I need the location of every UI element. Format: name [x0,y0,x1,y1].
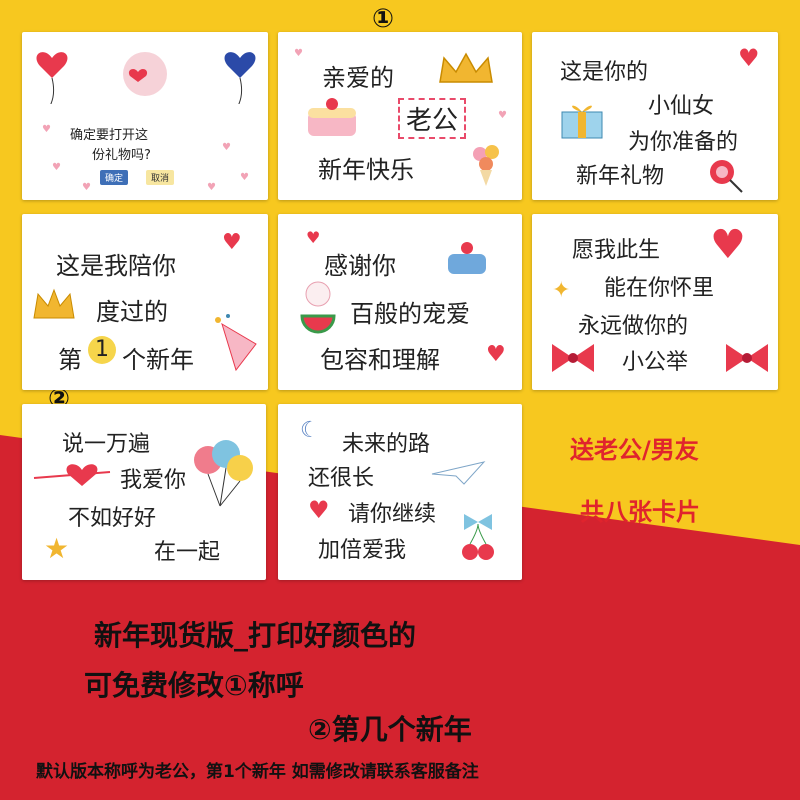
promo-line-1: 新年现货版_打印好颜色的 [94,619,417,652]
card8-line4: 加倍爱我 [318,538,407,563]
card3-line4: 新年礼物 [576,164,665,189]
card5-line3: 包容和理解 [320,346,440,374]
heart-icon: ♥ [306,228,321,247]
heart-icon: ♥ [42,124,51,135]
promo-line-3: ②第几个新年 [308,713,472,746]
card4-line4: 个新年 [122,346,194,374]
card6-line3: 永远做你的 [578,314,689,339]
bow-icon [726,344,768,372]
card2-line2: 老公 [398,98,467,139]
paper-plane-icon [431,461,486,485]
card4-line1: 这是我陪你 [56,252,176,280]
bunny-watermelon-icon [300,281,336,334]
card7-line1: 说一万遍 [62,432,151,457]
cake-icon [448,242,486,274]
card3-line3: 为你准备的 [628,130,739,155]
marker-one: ① [372,4,395,34]
heart-icon: ♥ [240,172,249,183]
card4-year-number: 1 [88,336,116,364]
card-little-princess: 愿我此生 ♥ ✦ 能在你怀里 永远做你的 小公举 [532,214,778,390]
lollipop-icon [710,160,743,193]
card1-line1: 确定要打开这 [70,128,149,143]
card2-line1: 亲爱的 [322,64,394,92]
heart-icon: ♥ [207,182,216,193]
heart-icon: ♥ [498,110,507,121]
card6-line4: 小公举 [622,350,689,375]
promo-note: 默认版本称呼为老公，第1个新年 如需修改请联系客服备注 [36,762,479,782]
card5-line1: 感谢你 [324,252,396,280]
promo-line-2: 可免费修改①称呼 [84,669,304,702]
card3-line2: 小仙女 [648,94,715,119]
card7-line3: 不如好好 [68,506,157,531]
card4-line2: 度过的 [96,298,168,326]
heart-icon: ♥ [738,44,760,72]
heart-icon: ♥ [82,182,91,193]
crown-icon [439,52,493,83]
card1-cancel-button: 取消 [146,170,175,185]
card8-line1: 未来的路 [342,432,431,457]
side-label-card-count: 共八张卡片 [580,498,700,526]
card1-confirm-button: 确定 [100,170,129,185]
heart-icon: ♥ [486,342,506,367]
star-icon: ★ [44,532,70,565]
crown-icon [33,288,75,319]
heart-icon: ♥ [222,230,242,255]
gift-box-icon [561,105,603,139]
heart-icon: ♥ [294,48,303,59]
card-little-fairy: 这是你的 ♥ 小仙女 为你准备的 新年礼物 [532,32,778,200]
card8-line2: 还很长 [308,466,375,491]
party-popper-icon [215,314,257,372]
card-first-new-year: 这是我陪你 ♥ 度过的 第 1 个新年 [22,214,268,390]
card6-line2: 能在你怀里 [604,276,715,301]
card1-line2: 份礼物吗? [92,148,151,163]
card-gift-open: 确定要打开这 份礼物吗? 确定 取消 ♥ ♥ ♥ ♥ ♥ ♥ [22,32,268,200]
card5-line2: 百般的宠爱 [350,300,470,328]
card-thank-you: ♥ 感谢你 百般的宠爱 包容和理解 ♥ [278,214,522,390]
card-long-road: ☾ 未来的路 还很长 ♥ 请你继续 加倍爱我 [278,404,522,580]
bow-icon [552,344,594,372]
card4-line3: 第 [58,346,82,374]
card6-line1: 愿我此生 [572,238,661,263]
card7-line4: 在一起 [154,540,221,565]
heart-icon: ♥ [710,222,746,268]
card7-line2: 我爱你 [120,468,187,493]
cherry-bow-icon [462,514,494,560]
arrow-heart-icon [33,464,111,486]
balloon-hearts-icon [36,52,256,104]
heart-icon: ♥ [308,496,330,524]
card-ten-thousand-times: 说一万遍 我爱你 不如好好 ★ 在一起 [22,404,266,580]
heart-icon: ♥ [222,142,231,153]
balloons-icon [194,440,253,507]
cake-icon [308,98,356,136]
moon-star-icon: ☾ [300,418,320,443]
flower-bouquet-icon [473,145,499,186]
card-dear-husband: 亲爱的 老公 新年快乐 ♥ ♥ [278,32,522,200]
card8-line3: 请你继续 [348,502,437,527]
side-label-gift-for: 送老公/男友 [570,436,699,464]
star-icon: ✦ [552,278,571,303]
card3-line1: 这是你的 [560,60,649,85]
card2-line3: 新年快乐 [318,156,414,184]
heart-icon: ♥ [52,162,61,173]
